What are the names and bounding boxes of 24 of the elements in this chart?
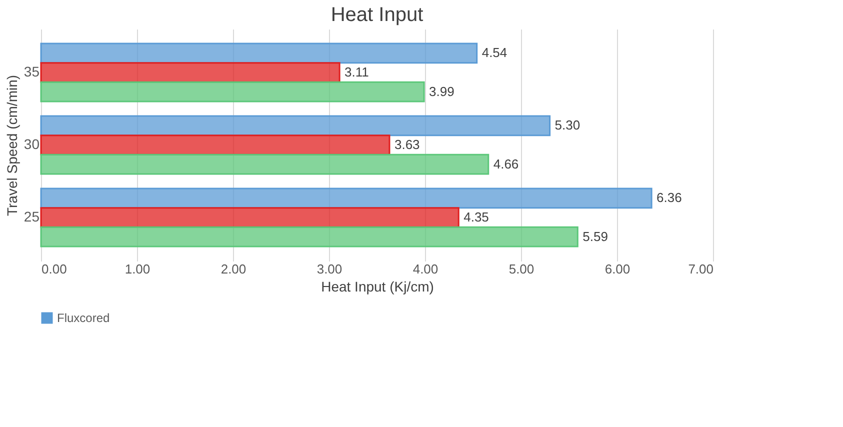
x-tick-label: 6.00 [604, 262, 630, 276]
y-tick-label: 30 [24, 136, 40, 152]
data-label: 5.59 [582, 228, 608, 244]
x-axis-title: Heat Input (Kj/cm) [321, 278, 434, 294]
y-tick-label: 25 [24, 208, 40, 224]
x-tick-label: 7.00 [688, 262, 714, 276]
y-axis-title: Travel Speed (cm/min) [4, 74, 20, 216]
data-label: 3.11 [344, 64, 369, 80]
data-label: 3.99 [429, 84, 454, 99]
legend-label: Fluxcored [57, 311, 110, 325]
data-label: 4.54 [482, 45, 508, 60]
x-tick-label: 1.00 [124, 262, 150, 276]
data-label: 4.35 [464, 210, 489, 224]
x-tick-label: 0.00 [42, 262, 67, 276]
data-label: 4.66 [493, 156, 519, 172]
chart-title: Heat Input [330, 4, 424, 26]
data-label: 3.63 [394, 137, 420, 152]
x-tick-label: 4.00 [412, 262, 438, 276]
x-tick-label: 2.00 [220, 262, 246, 276]
y-tick-label: 35 [24, 64, 40, 80]
x-tick-label: 3.00 [316, 262, 342, 276]
x-tick-label: 5.00 [508, 262, 534, 276]
data-label: 6.36 [656, 190, 682, 206]
data-label: 5.30 [554, 118, 580, 133]
